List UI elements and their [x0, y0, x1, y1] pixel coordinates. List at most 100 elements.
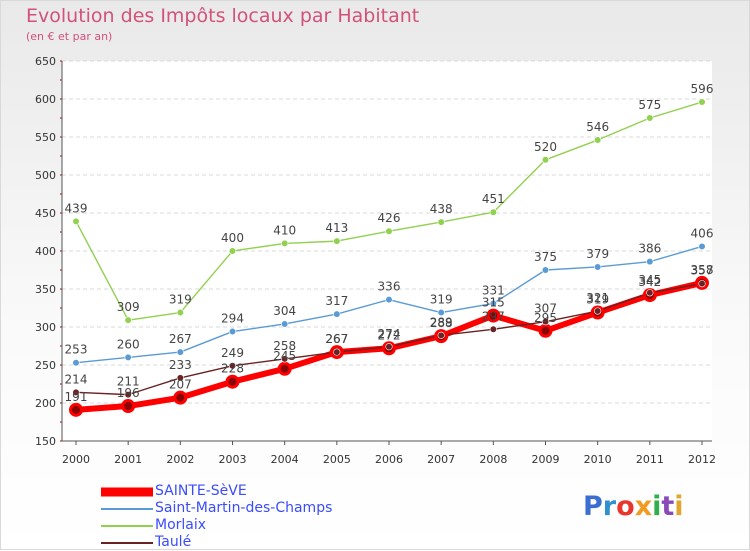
data-point: [594, 307, 602, 315]
x-tick-label: 2011: [636, 453, 664, 466]
x-tick-label: 2006: [375, 453, 403, 466]
data-label: 426: [378, 211, 401, 225]
data-point: [437, 218, 445, 226]
legend-swatch: [101, 507, 153, 510]
x-tick-label: 2000: [62, 453, 90, 466]
x-tick-label: 2002: [166, 453, 194, 466]
data-label: 228: [221, 362, 244, 376]
legend-label: SAINTE-SèVE: [155, 483, 247, 499]
legend-label: Taulé: [155, 534, 192, 550]
brand-letter: r: [602, 491, 617, 522]
data-label: 245: [273, 349, 296, 363]
data-label: 596: [691, 82, 714, 96]
brand-logo: Proxiti: [583, 491, 684, 522]
y-tick-label: 150: [35, 435, 56, 448]
data-label: 253: [65, 343, 88, 357]
data-point: [225, 374, 240, 389]
data-point: [333, 310, 341, 318]
data-label: 214: [65, 372, 88, 386]
data-label: 295: [534, 311, 557, 325]
data-label: 207: [169, 378, 192, 392]
data-point: [333, 237, 341, 245]
x-tick-label: 2012: [688, 453, 716, 466]
y-tick-label: 500: [35, 169, 56, 182]
data-point: [646, 114, 654, 122]
data-point: [385, 296, 393, 304]
legend-swatch: [101, 487, 153, 496]
brand-letter: i: [652, 491, 662, 522]
brand-letter: P: [583, 491, 603, 522]
x-tick-label: 2008: [479, 453, 507, 466]
data-point: [541, 156, 550, 164]
data-point: [646, 289, 654, 297]
brand-letter: t: [661, 491, 675, 522]
y-tick-label: 550: [35, 131, 56, 144]
data-label: 345: [638, 273, 661, 287]
data-point: [281, 239, 289, 247]
y-tick-label: 350: [35, 283, 56, 296]
data-point: [541, 318, 550, 326]
data-point: [176, 308, 184, 317]
data-label: 211: [117, 375, 140, 389]
brand-letter: x: [634, 491, 653, 522]
legend-label: Morlaix: [155, 517, 207, 533]
data-point: [281, 320, 289, 328]
data-label: 336: [378, 280, 401, 294]
data-point: [277, 361, 292, 376]
data-label: 358: [691, 263, 714, 277]
y-tick-label: 400: [35, 245, 56, 258]
data-point: [124, 353, 132, 362]
data-label: 294: [221, 312, 244, 326]
data-label: 315: [482, 296, 505, 310]
x-tick-label: 2001: [114, 453, 142, 466]
chart-title: Evolution des Impôts locaux par Habitant: [26, 5, 420, 27]
data-point: [486, 308, 501, 323]
data-label: 546: [586, 120, 609, 134]
data-label: 321: [586, 291, 609, 305]
data-point: [437, 308, 445, 317]
data-point: [594, 136, 602, 144]
data-point: [176, 348, 184, 356]
data-label: 342: [638, 275, 661, 289]
data-label: 400: [221, 231, 244, 245]
data-point: [489, 299, 497, 308]
data-label: 439: [65, 201, 88, 215]
y-tick-label: 300: [35, 321, 56, 334]
data-label: 331: [482, 283, 505, 297]
brand-letter: i: [674, 491, 684, 522]
x-tick-label: 2010: [584, 453, 612, 466]
legend-swatch: [101, 524, 153, 527]
data-point: [489, 325, 497, 333]
y-tick-label: 450: [35, 207, 56, 220]
data-label: 304: [273, 304, 296, 318]
data-label: 267: [169, 332, 192, 346]
brand-letter: o: [616, 491, 635, 522]
data-point: [69, 402, 83, 417]
data-label: 319: [169, 293, 192, 307]
data-label: 249: [221, 346, 244, 360]
data-point: [437, 331, 445, 339]
data-point: [281, 355, 289, 363]
data-label: 267: [325, 332, 348, 346]
data-label: 309: [117, 300, 140, 314]
data-label: 319: [430, 293, 453, 307]
data-label: 297: [482, 309, 505, 323]
data-label: 233: [169, 358, 192, 372]
legend-label: Saint-Martin-des-Champs: [155, 500, 333, 516]
chart-subtitle: (en € et par an): [26, 30, 113, 43]
data-label: 196: [117, 386, 140, 400]
data-label: 375: [534, 250, 557, 264]
data-point: [124, 316, 132, 324]
data-label: 260: [117, 337, 140, 351]
y-tick-label: 600: [35, 93, 56, 106]
data-label: 413: [325, 221, 348, 235]
data-label: 307: [534, 302, 557, 316]
x-tick-label: 2003: [219, 453, 247, 466]
data-label: 267: [325, 332, 348, 346]
y-tick-label: 650: [35, 55, 56, 68]
x-tick-label: 2009: [532, 453, 560, 466]
data-point: [385, 227, 393, 235]
data-label: 520: [534, 140, 557, 154]
